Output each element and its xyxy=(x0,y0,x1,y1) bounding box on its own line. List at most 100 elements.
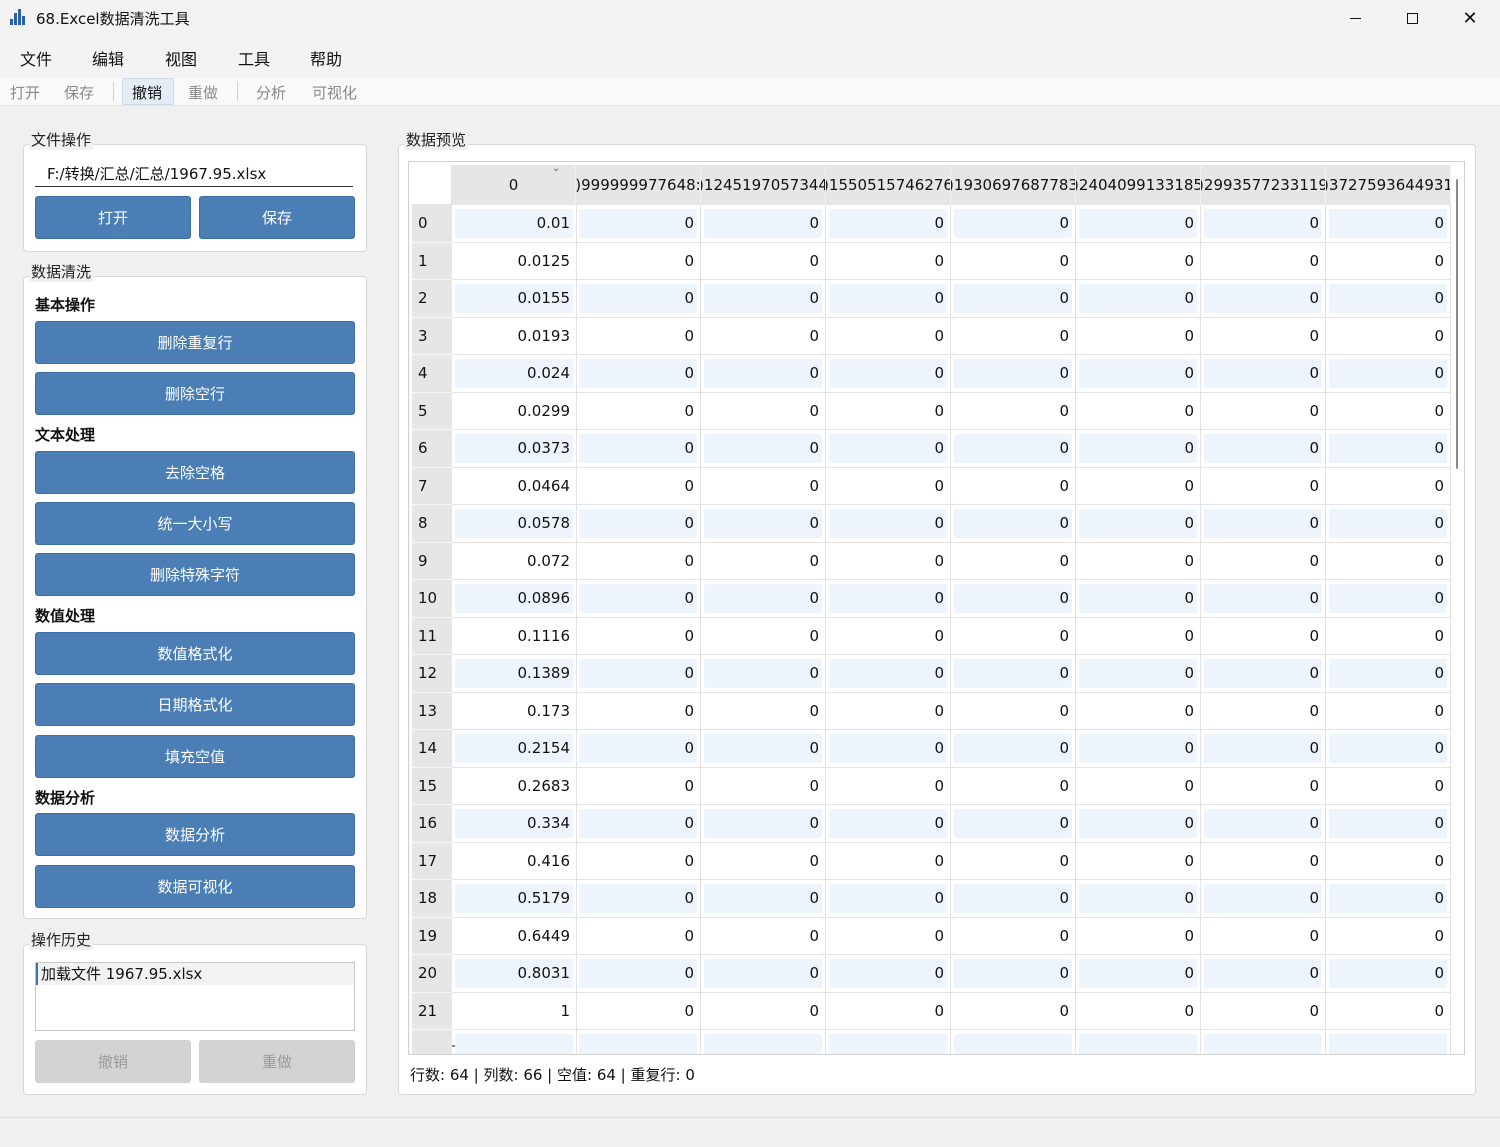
row-header[interactable]: 16 xyxy=(412,805,452,843)
table-cell[interactable]: 0 xyxy=(576,992,701,1030)
table-cell[interactable]: 0.0578 xyxy=(452,505,577,543)
unify-case-button[interactable]: 统一大小写 xyxy=(35,502,355,545)
history-list[interactable]: 加载文件 1967.95.xlsx xyxy=(35,962,355,1031)
table-cell[interactable]: 0 xyxy=(1201,317,1326,355)
table-cell[interactable]: 0 xyxy=(576,955,701,993)
table-cell[interactable]: 0 xyxy=(826,842,951,880)
table-cell[interactable]: 0 xyxy=(1076,542,1201,580)
toolbar-redo-button[interactable]: 重做 xyxy=(188,84,219,102)
table-cell[interactable]: 0.6449 xyxy=(452,917,577,955)
menu-edit[interactable]: 编辑 xyxy=(92,50,125,69)
table-cell[interactable]: 0 xyxy=(1201,655,1326,693)
table-cell[interactable]: 0 xyxy=(951,767,1076,805)
table-cell[interactable]: 0.173 xyxy=(452,692,577,730)
save-button[interactable]: 保存 xyxy=(199,196,355,239)
table-cell[interactable]: 0 xyxy=(826,242,951,280)
table-cell[interactable]: 0 xyxy=(576,317,701,355)
table-cell[interactable]: 0 xyxy=(1201,767,1326,805)
table-cell[interactable]: 0 xyxy=(1326,805,1451,843)
column-header[interactable]: )2993577233119 xyxy=(1201,165,1326,205)
column-header[interactable]: )3727593644931 xyxy=(1326,165,1451,205)
table-cell[interactable]: 0 xyxy=(576,655,701,693)
table-cell[interactable]: 0 xyxy=(1201,992,1326,1030)
menu-file[interactable]: 文件 xyxy=(20,50,53,69)
table-cell[interactable]: 0 xyxy=(1076,580,1201,618)
table-cell[interactable]: 0 xyxy=(826,730,951,768)
table-cell[interactable]: 0.334 xyxy=(452,805,577,843)
table-cell[interactable]: 0 xyxy=(1326,242,1451,280)
table-cell[interactable]: 0 xyxy=(576,467,701,505)
table-cell[interactable]: 0 xyxy=(576,617,701,655)
table-cell[interactable]: 0.1389 xyxy=(452,655,577,693)
table-cell[interactable]: 0 xyxy=(1076,955,1201,993)
table-cell[interactable]: 0.8031 xyxy=(452,955,577,993)
table-cell[interactable]: 0 xyxy=(826,955,951,993)
table-cell[interactable]: 0 xyxy=(951,917,1076,955)
table-cell[interactable]: 0 xyxy=(951,692,1076,730)
table-cell[interactable]: 0.0464 xyxy=(452,467,577,505)
table-cell[interactable]: 0 xyxy=(826,617,951,655)
table-cell[interactable]: 0 xyxy=(576,355,701,393)
table-cell[interactable]: 0 xyxy=(951,880,1076,918)
table-cell[interactable]: 0 xyxy=(826,317,951,355)
row-header[interactable]: 8 xyxy=(412,505,452,543)
row-header[interactable]: 1 xyxy=(412,242,452,280)
toolbar-undo-button[interactable]: 撤销 xyxy=(132,84,163,102)
table-cell[interactable]: 0 xyxy=(701,992,826,1030)
toolbar-open-button[interactable]: 打开 xyxy=(10,84,41,102)
table-cell[interactable]: 0 xyxy=(701,655,826,693)
table-cell[interactable]: 0 xyxy=(951,805,1076,843)
table-cell[interactable]: 0 xyxy=(1076,655,1201,693)
table-cell[interactable]: 0 xyxy=(1076,392,1201,430)
table-cell[interactable]: 0 xyxy=(701,542,826,580)
table-cell[interactable]: 0 xyxy=(701,767,826,805)
table-cell[interactable]: 0 xyxy=(951,430,1076,468)
table-cell[interactable]: 0 xyxy=(1326,617,1451,655)
menu-view[interactable]: 视图 xyxy=(165,50,198,69)
row-header[interactable]: 2 xyxy=(412,280,452,318)
history-undo-button[interactable]: 撤销 xyxy=(35,1040,191,1083)
table-cell[interactable]: 0 xyxy=(1076,467,1201,505)
vertical-scrollbar[interactable] xyxy=(1456,179,1458,469)
table-cell[interactable]: 0 xyxy=(1326,205,1451,243)
table-cell[interactable]: 0.0373 xyxy=(452,430,577,468)
table-cell[interactable]: 0 xyxy=(701,317,826,355)
table-cell[interactable]: 0 xyxy=(701,692,826,730)
table-cell[interactable]: 0 xyxy=(576,580,701,618)
table-cell[interactable]: 0 xyxy=(826,542,951,580)
remove-empty-rows-button[interactable]: 删除空行 xyxy=(35,372,355,415)
table-cell[interactable]: 0 xyxy=(1076,730,1201,768)
open-button[interactable]: 打开 xyxy=(35,196,191,239)
table-cell[interactable]: 0 xyxy=(576,805,701,843)
menu-tools[interactable]: 工具 xyxy=(238,50,271,69)
row-header[interactable] xyxy=(412,1030,452,1054)
table-cell[interactable]: 0 xyxy=(1076,767,1201,805)
table-cell[interactable]: 0 xyxy=(1201,692,1326,730)
table-cell[interactable]: 0 xyxy=(826,505,951,543)
table-cell[interactable]: 0.2683 xyxy=(452,767,577,805)
column-header[interactable]: )999999977648: xyxy=(576,165,701,205)
table-cell[interactable]: 0 xyxy=(1076,280,1201,318)
table-cell[interactable]: 0.416 xyxy=(452,842,577,880)
table-cell[interactable]: 0 xyxy=(1326,692,1451,730)
table-cell[interactable]: 0 xyxy=(1326,467,1451,505)
table-cell[interactable]: 0 xyxy=(701,355,826,393)
table-cell[interactable]: 0 xyxy=(1076,355,1201,393)
table-cell[interactable]: 0 xyxy=(1201,842,1326,880)
row-header[interactable]: 19 xyxy=(412,917,452,955)
table-cell[interactable]: 0 xyxy=(951,205,1076,243)
row-header[interactable]: 17 xyxy=(412,842,452,880)
history-item[interactable]: 加载文件 1967.95.xlsx xyxy=(36,963,354,985)
table-cell[interactable]: 0 xyxy=(701,242,826,280)
table-cell[interactable]: 0 xyxy=(1201,467,1326,505)
table-cell[interactable]: 0 xyxy=(1201,392,1326,430)
row-header[interactable]: 6 xyxy=(412,430,452,468)
table-cell[interactable]: 0 xyxy=(1076,692,1201,730)
table-cell[interactable]: 0 xyxy=(701,430,826,468)
table-cell[interactable]: 0 xyxy=(951,280,1076,318)
table-cell[interactable]: 0 xyxy=(1201,505,1326,543)
table-cell[interactable]: 0 xyxy=(951,730,1076,768)
table-cell[interactable] xyxy=(1076,1030,1201,1054)
table-cell[interactable]: 0.072 xyxy=(452,542,577,580)
table-cell[interactable]: 0 xyxy=(1201,617,1326,655)
